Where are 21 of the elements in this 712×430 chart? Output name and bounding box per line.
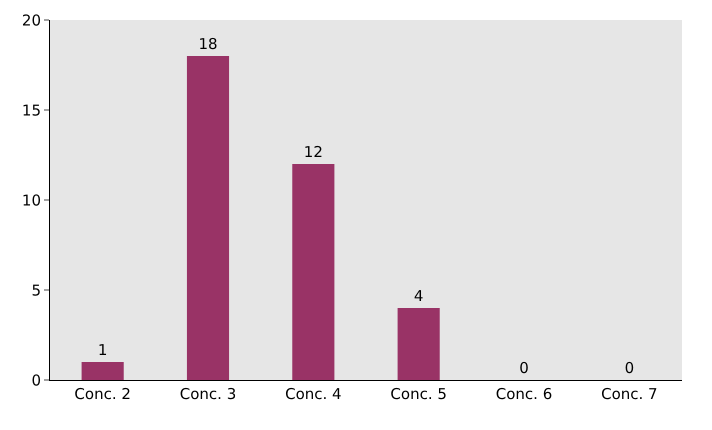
- data-label: 12: [304, 143, 323, 161]
- data-label: 1: [98, 341, 108, 359]
- bar: [292, 164, 334, 380]
- x-tick-label: Conc. 5: [390, 385, 447, 403]
- y-tick-label: 15: [22, 101, 41, 120]
- bar: [186, 56, 230, 380]
- data-label: 0: [519, 359, 529, 377]
- bar: [398, 308, 440, 380]
- data-label: 18: [198, 35, 218, 53]
- y-tick-label: 5: [31, 281, 41, 300]
- bar: [82, 362, 124, 380]
- y-tick-label: 0: [31, 371, 41, 390]
- x-tick-label: Conc. 4: [285, 385, 342, 403]
- x-tick-label: Conc. 3: [180, 385, 236, 403]
- y-tick-label: 10: [22, 191, 41, 210]
- x-tick-label: Conc. 2: [74, 385, 131, 403]
- x-tick-label: Conc. 7: [601, 385, 658, 403]
- data-label: 0: [624, 359, 634, 377]
- x-tick-label: Conc. 6: [496, 385, 552, 403]
- y-tick-label: 20: [22, 11, 41, 30]
- data-label: 4: [414, 287, 424, 305]
